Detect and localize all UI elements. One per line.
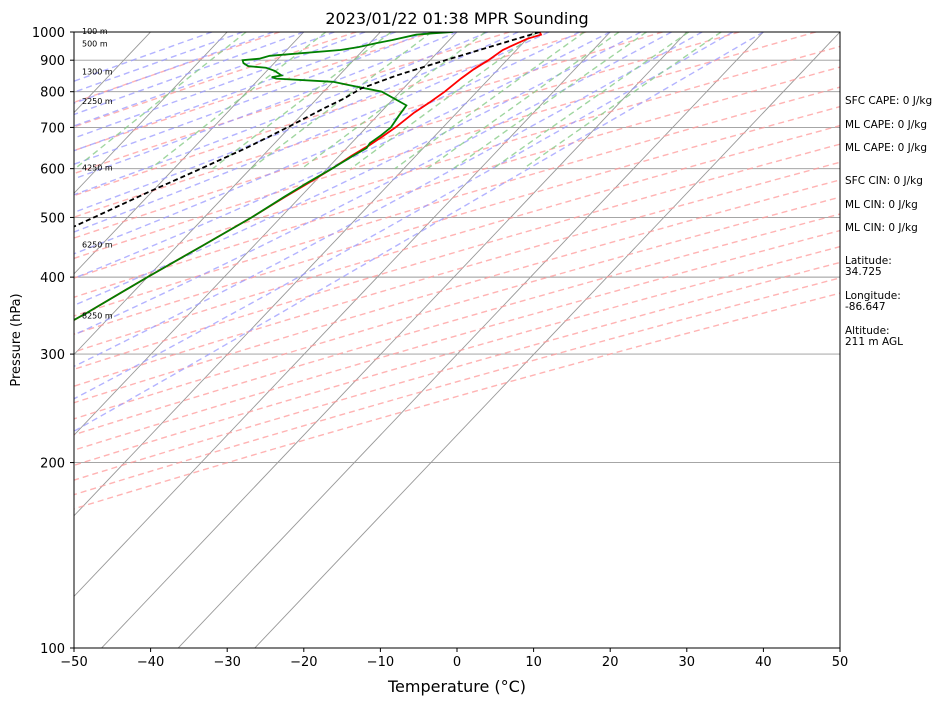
x-tick-label: −20 bbox=[290, 655, 317, 670]
mixing-ratio-line bbox=[452, 32, 647, 170]
x-tick-label: 50 bbox=[832, 655, 849, 670]
altitude-label: Altitude: bbox=[845, 325, 890, 337]
y-tick-label: 1000 bbox=[32, 26, 65, 41]
y-tick-label: 600 bbox=[40, 163, 65, 178]
isotherm-line bbox=[100, 32, 688, 648]
y-tick-label: 900 bbox=[40, 54, 65, 69]
isotherm-line bbox=[74, 32, 458, 436]
y-axis-label: Pressure (hPa) bbox=[9, 293, 24, 386]
ml-cin-text-2: ML CIN: 0 J/kg bbox=[845, 222, 918, 234]
mixing-ratio-line bbox=[250, 32, 433, 170]
isotherm-line bbox=[74, 32, 535, 517]
height-label: 4250 m bbox=[82, 164, 113, 173]
parcel-profile-line bbox=[74, 32, 540, 228]
dry-adiabat-line bbox=[74, 86, 840, 317]
mixing-ratio-line bbox=[492, 32, 690, 170]
dry-adiabat-line bbox=[74, 161, 840, 387]
isotherm-line bbox=[254, 32, 840, 648]
sfc-cape-text: SFC CAPE: 0 J/kg bbox=[845, 95, 932, 107]
chart-title: 2023/01/22 01:38 MPR Sounding bbox=[325, 9, 588, 28]
dewpoint-profile-line bbox=[74, 32, 454, 322]
isotherm-line bbox=[177, 32, 764, 648]
ml-cape-text-2: ML CAPE: 0 J/kg bbox=[845, 142, 927, 154]
mixing-ratio-line bbox=[522, 32, 722, 170]
dry-adiabat-line bbox=[74, 277, 840, 496]
dry-adiabat-line bbox=[74, 32, 663, 218]
x-tick-label: 30 bbox=[679, 655, 696, 670]
longitude-value: -86.647 bbox=[845, 301, 886, 313]
moist-adiabat-line bbox=[74, 32, 580, 255]
height-label: 100 m bbox=[82, 27, 108, 36]
y-tick-label: 400 bbox=[40, 271, 65, 286]
dry-adiabat-line bbox=[74, 245, 840, 467]
altitude-value: 211 m AGL bbox=[845, 336, 903, 348]
isotherm-line bbox=[74, 32, 381, 356]
dry-adiabat-line bbox=[74, 292, 840, 510]
y-axis-ticks: 1000 900 800 700 600 500 400 300 200 100 bbox=[32, 26, 74, 657]
stats-panel: SFC CAPE: 0 J/kg ML CAPE: 0 J/kg ML CAPE… bbox=[845, 95, 932, 348]
dry-adiabat-line bbox=[74, 179, 840, 404]
y-tick-label: 100 bbox=[40, 642, 65, 657]
dry-adiabat-line bbox=[74, 32, 434, 152]
dry-adiabat-line bbox=[74, 143, 840, 371]
height-label: 6250 m bbox=[82, 241, 113, 250]
dry-adiabat-line bbox=[74, 45, 840, 279]
latitude-value: 34.725 bbox=[845, 266, 882, 278]
mixing-ratio-line bbox=[426, 32, 620, 170]
moist-adiabat-line bbox=[74, 32, 672, 336]
dry-adiabat-line bbox=[74, 32, 280, 104]
ml-cin-text: ML CIN: 0 J/kg bbox=[845, 199, 918, 211]
mixing-ratio-line bbox=[212, 32, 392, 170]
x-tick-label: −10 bbox=[367, 655, 394, 670]
sfc-cin-text: SFC CIN: 0 J/kg bbox=[845, 175, 923, 187]
height-label: 500 m bbox=[82, 39, 108, 48]
dry-adiabat-line bbox=[74, 66, 840, 299]
dry-adiabat-line bbox=[74, 213, 840, 436]
x-axis-ticks: −50 −40 −30 −20 −10 0 10 20 30 40 50 bbox=[60, 648, 848, 670]
y-tick-label: 800 bbox=[40, 86, 65, 101]
y-tick-label: 500 bbox=[40, 211, 65, 226]
x-axis-label: Temperature (°C) bbox=[387, 677, 526, 696]
x-tick-label: −40 bbox=[137, 655, 164, 670]
x-tick-label: 10 bbox=[525, 655, 542, 670]
moist-adiabat-line bbox=[74, 32, 519, 214]
moist-adiabat-line bbox=[74, 32, 703, 368]
y-tick-label: 300 bbox=[40, 348, 65, 363]
mixing-ratio-line bbox=[150, 32, 327, 170]
dry-adiabat-line bbox=[74, 32, 817, 260]
x-tick-label: 40 bbox=[755, 655, 772, 670]
moist-adiabat-line bbox=[74, 32, 734, 400]
dry-adiabat-line bbox=[74, 32, 510, 175]
height-label: 8250 m bbox=[82, 312, 113, 321]
isotherm-line bbox=[74, 32, 228, 194]
isotherm-line bbox=[74, 32, 611, 598]
x-tick-label: −50 bbox=[60, 655, 87, 670]
mixing-ratio-line bbox=[350, 32, 538, 170]
mixing-ratio-line bbox=[394, 32, 585, 170]
x-tick-label: 0 bbox=[453, 655, 461, 670]
height-labels: 100 m 500 m 1300 m 2250 m 4250 m 6250 m 8250 m bbox=[82, 27, 113, 321]
longitude-label: Longitude: bbox=[845, 290, 901, 302]
height-label: 2250 m bbox=[82, 97, 113, 106]
moist-adiabat-line bbox=[74, 32, 488, 196]
moist-adiabat-line bbox=[74, 32, 550, 233]
mixing-ratio-line bbox=[301, 32, 486, 170]
height-label: 1300 m bbox=[82, 67, 113, 76]
mixing-ratio-line bbox=[74, 32, 247, 170]
x-tick-label: −30 bbox=[213, 655, 240, 670]
x-tick-label: 20 bbox=[602, 655, 619, 670]
moist-adiabat-line bbox=[74, 32, 366, 139]
y-tick-label: 700 bbox=[40, 121, 65, 136]
ml-cape-text: ML CAPE: 0 J/kg bbox=[845, 119, 927, 131]
y-tick-label: 200 bbox=[40, 457, 65, 472]
data-lines bbox=[74, 32, 543, 322]
latitude-label: Latitude: bbox=[845, 255, 892, 267]
background-lines bbox=[74, 32, 840, 648]
